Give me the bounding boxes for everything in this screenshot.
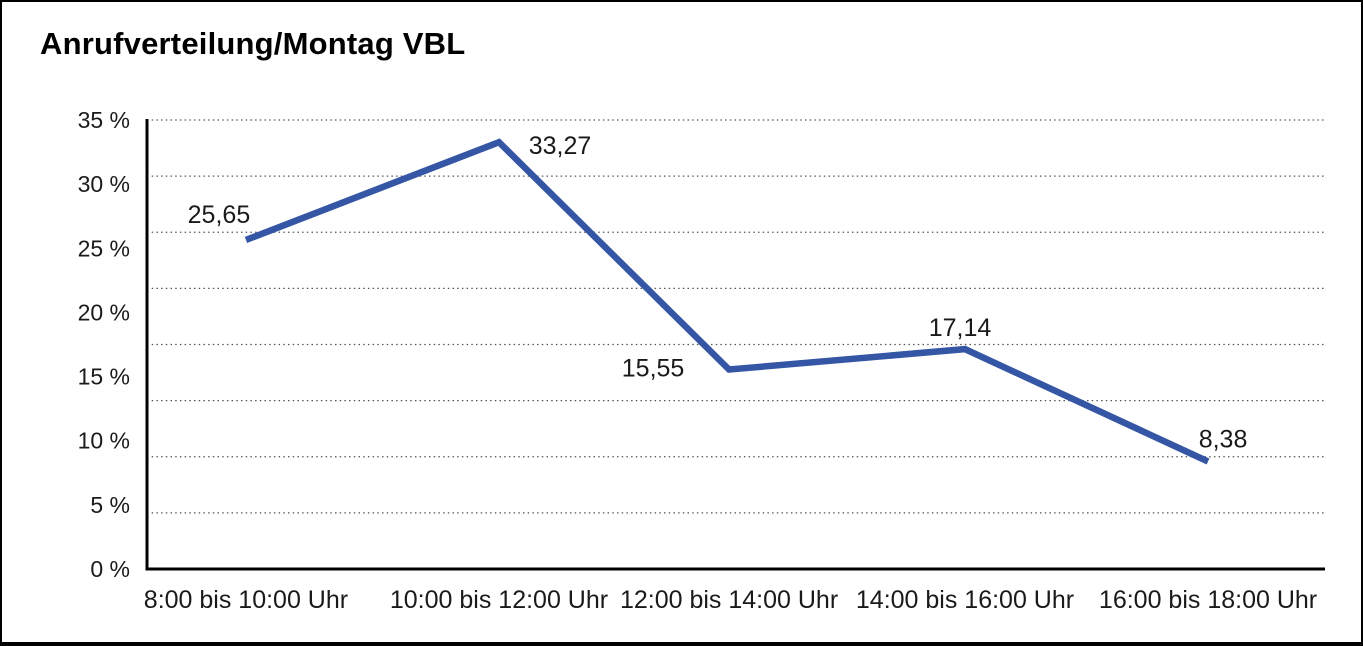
data-point-label: 25,65 (188, 201, 251, 229)
x-axis-category-label: 16:00 bis 18:00 Uhr (1099, 586, 1317, 614)
y-axis-tick-label: 15 % (78, 364, 130, 390)
data-line (244, 138, 1210, 465)
data-point-label: 8,38 (1199, 425, 1248, 453)
y-axis-tick-label: 10 % (78, 428, 130, 454)
data-point-label: 15,55 (622, 355, 685, 383)
y-axis-tick-label: 25 % (78, 235, 130, 261)
y-axis-tick-label: 20 % (78, 299, 130, 325)
x-axis-category-label: 12:00 bis 14:00 Uhr (620, 586, 838, 614)
y-axis-tick-label: 0 % (90, 556, 130, 582)
chart-title: Anrufverteilung/Montag VBL (40, 26, 466, 61)
data-point-label: 17,14 (929, 314, 992, 342)
x-axis-category-label: 8:00 bis 10:00 Uhr (144, 586, 348, 614)
y-axis-tick-label: 5 % (90, 492, 130, 518)
y-axis-tick-label: 35 % (78, 107, 130, 133)
y-axis-tick-label: 30 % (78, 171, 130, 197)
data-point-label: 33,27 (529, 132, 592, 160)
x-axis-category-label: 14:00 bis 16:00 Uhr (856, 586, 1074, 614)
x-axis-category-label: 10:00 bis 12:00 Uhr (390, 586, 608, 614)
